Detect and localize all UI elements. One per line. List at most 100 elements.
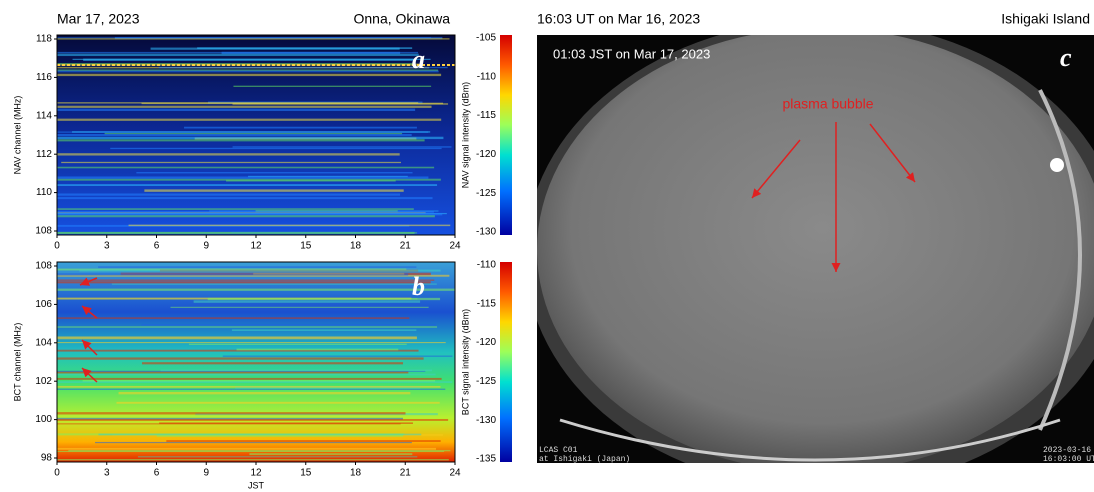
channel-stripe [57, 357, 424, 360]
location: Onna, Okinawa [354, 11, 451, 27]
y-tick-label: 110 [36, 187, 52, 198]
y-tick-label: 114 [36, 110, 52, 121]
channel-stripe [57, 337, 417, 340]
channel-stripe [170, 306, 429, 308]
arrow [81, 305, 98, 319]
channel-stripe [160, 369, 432, 372]
annotation: plasma bubble [782, 96, 873, 112]
channel-stripe [188, 343, 407, 345]
channel-stripe [98, 433, 422, 436]
channel-stripe [226, 179, 396, 182]
x-tick-label: 18 [350, 468, 362, 479]
y-tick-label: 116 [36, 72, 52, 83]
channel-stripe [57, 373, 436, 376]
y-tick-label: 100 [35, 414, 52, 425]
panel-letter: c [1060, 43, 1072, 72]
channel-stripe [57, 153, 400, 156]
channel-stripe [57, 70, 439, 73]
channel-stripe [57, 73, 442, 77]
channel-stripe [57, 377, 442, 380]
channel-stripe [57, 388, 446, 390]
x-tick-label: 3 [104, 241, 110, 252]
colorbar [500, 35, 512, 235]
footer-text: at Ishigaki (Japan) [539, 455, 630, 464]
channel-stripe [231, 329, 417, 331]
channel-stripe [57, 412, 406, 415]
x-tick-label: 24 [449, 468, 461, 479]
arrow [751, 139, 801, 199]
x-axis-label: JST [248, 480, 265, 490]
colorbar-tick-label: -105 [476, 33, 496, 44]
channel-stripe [57, 105, 432, 108]
panel-letter: a [412, 45, 425, 74]
channel-stripe [232, 103, 449, 105]
y-tick-label: 112 [36, 149, 52, 160]
channel-stripe [83, 58, 414, 61]
channel-stripe [144, 189, 404, 192]
colorbar-tick-label: -125 [476, 188, 496, 199]
y-tick-label: 118 [36, 34, 52, 45]
arrow [869, 123, 916, 183]
channel-stripe [57, 53, 419, 57]
x-tick-label: 15 [300, 468, 312, 479]
location: Ishigaki Island [1001, 11, 1090, 27]
horizon-glow [559, 418, 1061, 462]
channel-stripe [57, 69, 438, 71]
channel-stripe [156, 434, 403, 437]
channel-stripe [57, 212, 443, 216]
channel-stripe [57, 268, 407, 271]
colorbar-label: BCT signal intensity (dBm) [460, 309, 470, 415]
glare [1038, 89, 1082, 431]
channel-stripe [57, 417, 403, 420]
channel-stripe [197, 47, 413, 50]
channel-stripe [57, 166, 435, 169]
y-tick-label: 102 [35, 376, 52, 387]
x-tick-label: 0 [54, 468, 60, 479]
local-time: 01:03 JST on Mar 17, 2023 [553, 46, 710, 61]
channel-stripe [57, 184, 438, 186]
channel-stripe [57, 450, 445, 452]
channel-stripe [57, 288, 455, 291]
colorbar-tick-label: -115 [477, 110, 497, 121]
channel-stripe [233, 85, 432, 88]
channel-stripe [57, 342, 446, 344]
channel-stripe [249, 453, 413, 456]
channel-stripe [128, 224, 451, 227]
channel-stripe [57, 193, 401, 196]
channel-stripe [95, 441, 412, 444]
channel-stripe [57, 370, 426, 372]
arrow [81, 339, 98, 356]
footer-text: 2023-03-16 [1043, 446, 1091, 455]
channel-stripe [236, 348, 399, 351]
channel-stripe [57, 215, 435, 218]
x-tick-label: 12 [250, 468, 262, 479]
channel-stripe [141, 323, 436, 326]
channel-stripe [57, 139, 425, 142]
channel-stripe [141, 362, 404, 365]
x-tick-label: 9 [203, 241, 209, 252]
channel-stripe [57, 326, 438, 328]
sky [537, 35, 1094, 463]
date: Mar 17, 2023 [57, 11, 140, 27]
channel-stripe [232, 146, 452, 148]
panel-letter: b [412, 272, 425, 301]
channel-stripe [57, 108, 416, 112]
x-tick-label: 6 [154, 241, 160, 252]
channel-stripe [57, 458, 449, 461]
channel-stripe [57, 385, 441, 388]
channel-stripe [57, 136, 444, 140]
y-axis-label: NAV channel (MHz) [12, 96, 22, 175]
y-tick-label: 108 [35, 226, 52, 237]
channel-stripe [57, 279, 435, 281]
spectrogram [57, 262, 455, 462]
colorbar-tick-label: -110 [477, 71, 497, 82]
channel-stripe [57, 371, 409, 374]
arrow [81, 367, 98, 383]
channel-stripe [57, 336, 417, 339]
x-tick-label: 24 [449, 241, 461, 252]
channel-stripe [222, 355, 453, 357]
colorbar-tick-label: -115 [477, 298, 497, 309]
colorbar [500, 262, 512, 462]
x-tick-label: 15 [300, 241, 312, 252]
